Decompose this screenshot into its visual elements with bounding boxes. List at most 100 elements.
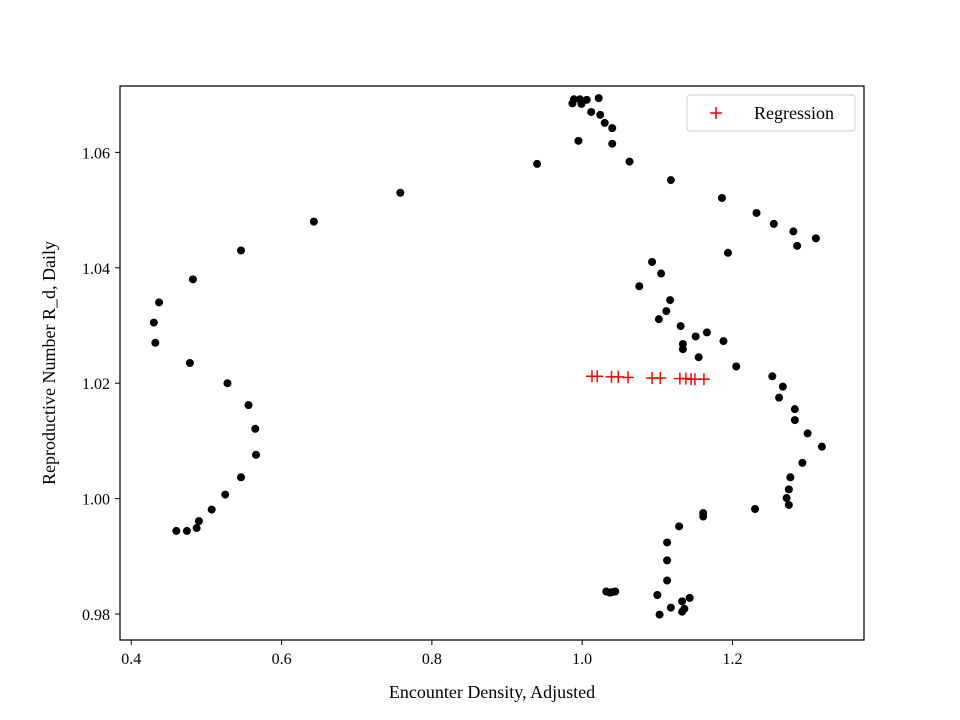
data-point — [790, 416, 799, 425]
data-point — [769, 219, 778, 228]
data-point — [608, 124, 617, 133]
regression-point — [591, 370, 604, 383]
data-point — [221, 490, 230, 499]
data-point — [182, 526, 191, 535]
data-point — [719, 337, 728, 346]
y-tick-label: 1.06 — [82, 145, 110, 162]
data-point — [811, 234, 820, 243]
data-point — [654, 315, 663, 324]
regression-point — [697, 373, 710, 386]
data-point — [574, 136, 583, 145]
y-tick-label: 1.04 — [82, 261, 110, 278]
data-point — [793, 241, 802, 250]
legend-plus-icon — [710, 107, 722, 119]
data-point — [790, 405, 799, 414]
data-point — [172, 526, 181, 535]
data-point — [594, 94, 603, 103]
data-point — [778, 382, 787, 391]
data-point — [784, 485, 793, 494]
data-point — [236, 473, 245, 482]
data-point — [653, 590, 662, 599]
x-tick-label: 0.8 — [422, 651, 442, 668]
data-point — [648, 258, 657, 267]
y-tick-label: 0.98 — [82, 607, 110, 624]
data-point — [676, 322, 685, 331]
x-axis-label: Encounter Density, Adjusted — [389, 682, 595, 702]
data-point — [149, 318, 158, 327]
data-point — [396, 188, 405, 197]
data-point — [699, 512, 708, 521]
data-point — [657, 269, 666, 278]
data-point — [678, 607, 687, 616]
x-tick-label: 0.4 — [121, 651, 141, 668]
plot-area-frame — [119, 85, 865, 641]
data-point — [663, 538, 672, 547]
data-point — [188, 275, 197, 284]
data-point — [751, 505, 760, 514]
x-tick-label: 1.2 — [722, 651, 742, 668]
data-point — [207, 505, 216, 514]
data-point — [251, 424, 260, 433]
data-point — [691, 332, 700, 341]
data-point — [666, 176, 675, 185]
data-point — [752, 208, 761, 217]
legend-label-regression: Regression — [754, 103, 834, 123]
data-point — [155, 298, 164, 307]
data-point — [817, 442, 826, 451]
data-points — [149, 94, 826, 619]
data-point — [666, 603, 675, 612]
data-point — [803, 429, 812, 438]
data-point — [663, 576, 672, 585]
data-point — [685, 593, 694, 602]
data-point — [596, 110, 605, 119]
data-point — [192, 524, 201, 533]
data-point — [666, 296, 675, 305]
data-point — [782, 494, 791, 503]
legend-box — [686, 94, 856, 132]
data-point — [663, 556, 672, 565]
data-point — [798, 458, 807, 467]
data-point — [236, 246, 245, 255]
y-tick-label: 1.00 — [82, 492, 110, 509]
data-point — [223, 379, 232, 388]
y-axis-label: Reproductive Number R_d, Daily — [39, 241, 59, 485]
data-point — [655, 610, 664, 619]
x-tick-label: 1.0 — [572, 651, 592, 668]
x-tick-label: 0.6 — [272, 651, 292, 668]
data-point — [723, 248, 732, 257]
data-point — [600, 118, 609, 127]
regression-point — [654, 372, 667, 385]
data-point — [694, 353, 703, 362]
y-axis-ticks: 0.98 1.00 1.02 1.04 1.06 — [82, 145, 120, 624]
data-point — [678, 345, 687, 354]
regression-point — [622, 371, 635, 384]
data-point — [608, 139, 617, 148]
data-point — [786, 473, 795, 482]
data-point — [533, 159, 542, 168]
data-point — [611, 587, 620, 596]
data-point — [309, 217, 318, 226]
legend-marker-regression — [710, 107, 722, 119]
data-point — [662, 307, 671, 316]
data-point — [194, 517, 203, 526]
data-point — [252, 450, 261, 459]
data-point — [625, 157, 634, 166]
data-point — [775, 393, 784, 402]
data-point — [244, 401, 253, 410]
data-point — [569, 95, 578, 104]
data-point — [768, 372, 777, 381]
data-point — [732, 362, 741, 371]
legend: Regression — [686, 94, 856, 132]
y-tick-label: 1.02 — [82, 376, 110, 393]
data-point — [151, 338, 160, 347]
data-point — [185, 359, 194, 367]
data-point — [635, 282, 644, 291]
data-point — [789, 227, 798, 236]
data-point — [717, 193, 726, 202]
data-point — [675, 522, 684, 531]
data-point — [784, 500, 793, 509]
data-point — [702, 328, 711, 337]
x-axis-ticks: 0.4 0.6 0.8 1.0 1.2 — [121, 640, 742, 668]
data-point — [587, 107, 596, 116]
